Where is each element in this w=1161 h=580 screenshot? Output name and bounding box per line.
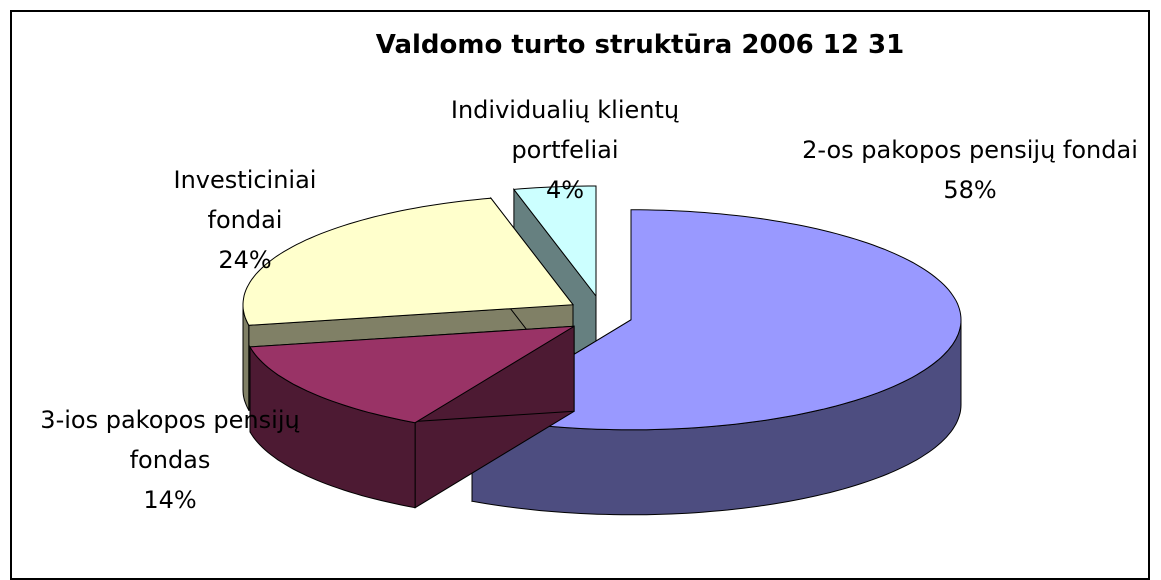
label-name: Individualių klientų portfeliai xyxy=(450,96,680,164)
label-name: Investiciniai fondai xyxy=(173,166,317,234)
label-name: 3-ios pakopos pensijų fondas xyxy=(40,406,300,474)
label-value: 24% xyxy=(218,246,272,274)
data-label: 3-ios pakopos pensijų fondas 14% xyxy=(40,400,300,520)
slice xyxy=(470,209,962,431)
data-label: 2-os pakopos pensijų fondai 58% xyxy=(800,130,1140,210)
data-label: Individualių klientų portfeliai 4% xyxy=(435,90,695,210)
slice xyxy=(242,197,574,326)
label-value: 14% xyxy=(143,486,197,514)
chart-title: Valdomo turto struktūra 2006 12 31 xyxy=(375,30,905,60)
slice xyxy=(512,185,597,298)
label-value: 58% xyxy=(943,176,997,204)
slice xyxy=(249,325,575,424)
label-name: 2-os pakopos pensijų fondai xyxy=(802,136,1138,164)
data-label: Investiciniai fondai 24% xyxy=(145,160,345,280)
label-value: 4% xyxy=(545,176,585,204)
